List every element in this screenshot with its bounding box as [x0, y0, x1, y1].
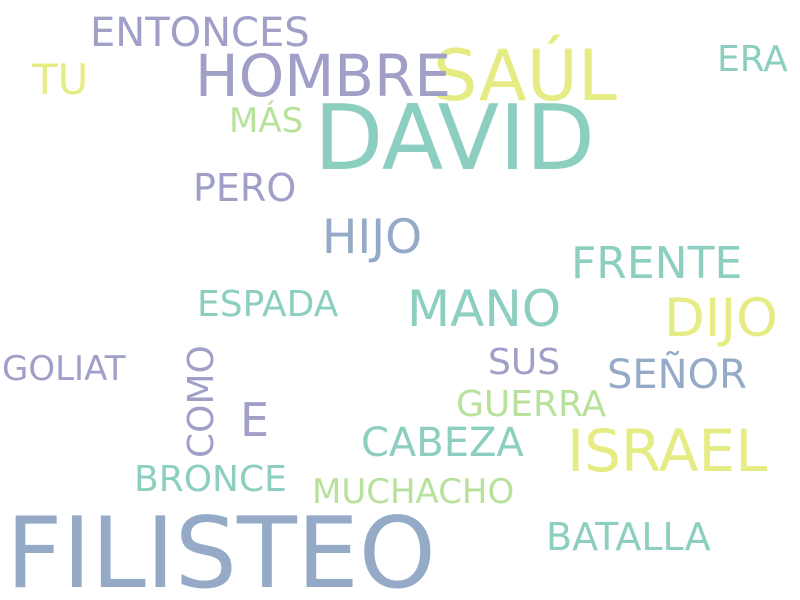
word-batalla: BATALLA — [546, 515, 711, 559]
word-tu: TU — [32, 55, 89, 104]
word-filisteo: FILISTEO — [6, 497, 436, 600]
word-mas: MÁS — [229, 101, 304, 141]
word-cabeza: CABEZA — [361, 420, 524, 466]
word-frente: FRENTE — [571, 238, 743, 289]
word-espada: ESPADA — [197, 284, 339, 325]
word-saul: SAÚL — [433, 35, 617, 117]
word-david: DAVID — [314, 86, 595, 191]
word-era: ERA — [717, 39, 788, 80]
word-goliat: GOLIAT — [2, 349, 126, 389]
word-hijo: HIJO — [322, 210, 423, 265]
word-mano: MANO — [407, 280, 562, 338]
word-dijo: DIJO — [664, 288, 778, 349]
word-muchacho: MUCHACHO — [312, 472, 515, 512]
word-hombre: HOMBRE — [195, 42, 452, 110]
word-e: E — [240, 393, 270, 447]
word-como: COMO — [181, 345, 222, 458]
word-guerra: GUERRA — [456, 384, 607, 425]
word-israel: ISRAEL — [567, 417, 768, 485]
word-sus: SUS — [488, 342, 561, 383]
word-bronce: BRONCE — [134, 459, 287, 500]
word-entonces: ENTONCES — [90, 10, 310, 56]
word-pero: PERO — [193, 166, 297, 210]
word-senor: SEÑOR — [607, 352, 747, 398]
